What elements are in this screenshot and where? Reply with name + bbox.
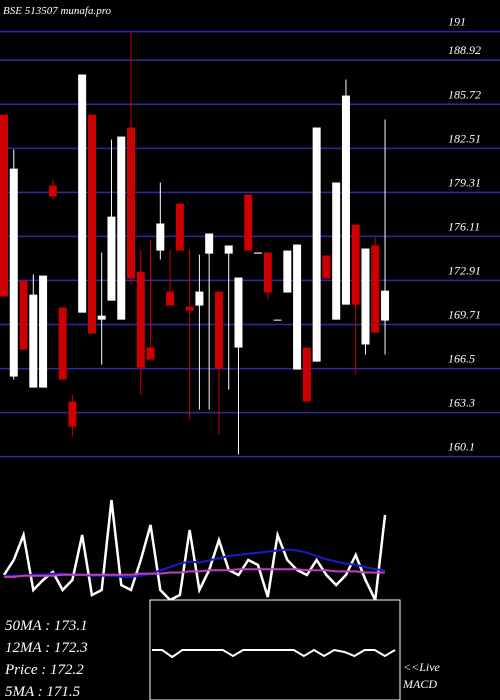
candle-body <box>156 223 165 251</box>
candle-body <box>332 182 341 320</box>
candle-body <box>371 245 380 333</box>
info-line: 50MA : 173.1 <box>5 618 88 634</box>
y-tick-label: 185.72 <box>448 87 481 101</box>
candle-body <box>9 168 18 377</box>
candle-body <box>87 114 96 334</box>
y-tick-label: 160.1 <box>448 440 475 454</box>
candle-body <box>381 290 390 321</box>
candle-body <box>312 127 321 362</box>
candle-body <box>234 277 243 348</box>
candle-body <box>361 248 370 345</box>
info-line: 12MA : 172.3 <box>5 640 88 656</box>
live-label: <<Live <box>403 660 441 674</box>
candle-body <box>224 245 233 254</box>
candle-body <box>322 255 331 279</box>
candle-body <box>48 185 57 197</box>
candle-body <box>146 347 155 360</box>
y-tick-label: 176.11 <box>448 219 480 233</box>
y-tick-label: 169.71 <box>448 307 481 321</box>
candle-body <box>117 136 126 320</box>
chart-title: BSE 513507 munafa.pro <box>3 5 112 17</box>
candle-body <box>244 194 253 251</box>
y-tick-label: 172.91 <box>448 263 481 277</box>
macd-label: MACD <box>402 677 437 691</box>
candle-body <box>58 307 67 380</box>
info-line: Price : 172.2 <box>4 662 84 678</box>
indicator-line <box>2 499 387 605</box>
y-tick-label: 166.5 <box>448 352 475 366</box>
candle-body <box>19 280 28 350</box>
candle-body <box>293 244 302 370</box>
candle-body <box>263 252 272 293</box>
candle-body <box>273 319 282 321</box>
y-tick-label: 179.31 <box>448 175 481 189</box>
candle-body <box>68 401 77 427</box>
y-tick-label: 191 <box>448 15 466 29</box>
candle-body <box>29 294 38 388</box>
indicator-line <box>4 568 386 578</box>
y-tick-label: 188.92 <box>448 43 481 57</box>
candle-body <box>175 203 184 251</box>
candle-body <box>341 95 350 305</box>
candle-body <box>185 306 194 311</box>
candle-body <box>78 74 87 313</box>
candle-body <box>283 250 292 293</box>
macd-line <box>152 648 396 659</box>
candle-body <box>214 291 223 369</box>
candle-body <box>107 216 116 301</box>
candle-body <box>351 224 360 305</box>
candle-body <box>97 315 106 320</box>
candle-body <box>136 271 145 368</box>
candle-body <box>127 127 136 279</box>
candle-body <box>166 291 175 306</box>
y-tick-label: 163.3 <box>448 396 475 410</box>
y-tick-label: 182.51 <box>448 131 481 145</box>
candle-body <box>205 233 214 254</box>
info-line: 5MA : 171.5 <box>5 684 81 700</box>
candle-body <box>0 114 8 297</box>
candle-body <box>195 291 204 306</box>
candle-body <box>39 275 48 388</box>
candle-body <box>254 252 263 254</box>
candle-body <box>302 347 311 402</box>
